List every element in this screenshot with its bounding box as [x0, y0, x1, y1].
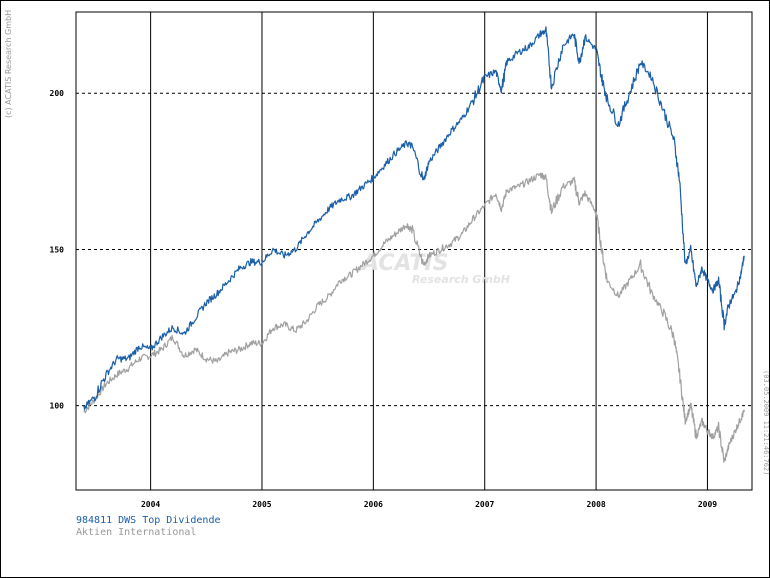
timestamp-label: (03.05.2009 11:21:46:762) [762, 370, 770, 475]
x-tick-label: 2009 [698, 500, 717, 509]
series-line-dws-top-dividende [83, 26, 745, 411]
watermark-line2: Research GmbH [412, 273, 510, 286]
x-tick-label: 2007 [475, 500, 494, 509]
x-tick-label: 2006 [364, 500, 383, 509]
vertical-gridlines [150, 12, 708, 490]
copyright-label: (c) ACATIS Research GmbH [4, 10, 13, 118]
legend-series-2: Aktien International [76, 527, 196, 538]
y-tick-label: 150 [50, 245, 65, 254]
horizontal-gridlines [76, 92, 752, 407]
y-tick-label: 200 [50, 89, 65, 98]
series-line-aktien-international [83, 172, 745, 463]
series-lines [83, 26, 745, 463]
y-tick-label: 100 [50, 402, 65, 411]
y-axis-ticks: 100 150 200 [50, 89, 65, 410]
legend-series-1: 984811 DWS Top Dividende [76, 515, 221, 526]
watermark: ACATIS Research GmbH [360, 251, 510, 286]
x-axis-ticks: 2004 2005 2006 2007 2008 2009 [141, 500, 717, 509]
x-tick-label: 2005 [252, 500, 271, 509]
x-tick-label: 2008 [586, 500, 605, 509]
x-tick-label: 2004 [141, 500, 160, 509]
plot-area [75, 11, 753, 491]
